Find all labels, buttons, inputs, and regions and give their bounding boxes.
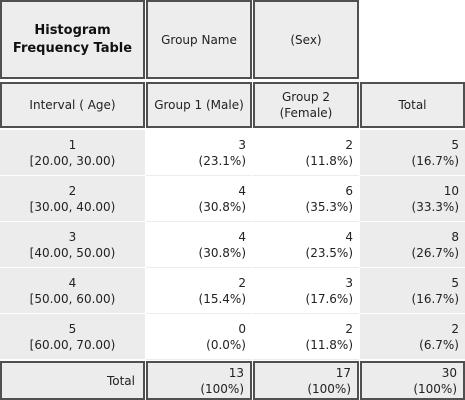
total-count: 5 [451,137,459,152]
total-count: 2 [451,321,459,336]
footer-total-count: 30 [441,365,457,380]
footer-group2-cell: 17 (100%) [253,361,359,400]
interval-index: 2 [68,183,77,198]
footer-group1-percent: (100%) [200,381,244,396]
group1-cell: 4 (30.8%) [146,222,252,268]
footer-group1-cell: 13 (100%) [146,361,252,400]
group2-column-header: Group 2 (Female) [253,82,359,128]
group-name-value: (Sex) [290,32,322,47]
interval-cell: 2 [30.00, 40.00) [0,176,145,222]
group1-percent: (30.8%) [198,245,246,260]
footer-total-label-cell: Total [0,361,145,400]
total-count: 8 [451,229,459,244]
group1-count: 3 [238,137,246,152]
group2-percent: (11.8%) [305,153,353,168]
interval-cell: 4 [50.00, 60.00) [0,268,145,314]
group2-count: 2 [345,321,353,336]
total-count: 5 [451,275,459,290]
group1-column-header: Group 1 (Male) [146,82,252,128]
group2-cell: 3 (17.6%) [253,268,359,314]
group2-count: 4 [345,229,353,244]
total-column-label: Total [398,98,427,112]
total-cell: 8 (26.7%) [360,222,465,268]
total-count: 10 [443,183,459,198]
group1-percent: (15.4%) [198,291,246,306]
group1-percent: (30.8%) [198,199,246,214]
total-percent: (26.7%) [411,245,459,260]
interval-range: [60.00, 70.00) [29,337,116,352]
group-name-label: Group Name [161,32,237,47]
table-title-cell: Histogram Frequency Table [0,0,145,79]
interval-index: 5 [68,321,77,336]
total-cell: 10 (33.3%) [360,176,465,222]
group1-cell: 3 (23.1%) [146,130,252,176]
group2-column-label-line1: Group 2 [282,90,330,104]
group1-percent: (0.0%) [206,337,246,352]
footer-group2-percent: (100%) [307,381,351,396]
group1-count: 0 [238,321,246,336]
group-name-value-cell: (Sex) [253,0,359,79]
group2-percent: (11.8%) [305,337,353,352]
group1-count: 4 [238,183,246,198]
interval-index: 3 [68,229,77,244]
footer-group2-count: 17 [335,365,351,380]
total-cell: 5 (16.7%) [360,130,465,176]
group2-cell: 2 (11.8%) [253,130,359,176]
interval-column-header: Interval ( Age) [0,82,145,128]
interval-range: [50.00, 60.00) [29,291,116,306]
interval-range: [40.00, 50.00) [29,245,116,260]
total-percent: (33.3%) [411,199,459,214]
group2-cell: 4 (23.5%) [253,222,359,268]
total-cell: 2 (6.7%) [360,314,465,360]
interval-index: 4 [68,275,77,290]
group2-column-label-line2: (Female) [279,106,333,120]
total-percent: (16.7%) [411,153,459,168]
footer-total-percent: (100%) [413,381,457,396]
group1-count: 4 [238,229,246,244]
group2-count: 2 [345,137,353,152]
total-cell: 5 (16.7%) [360,268,465,314]
total-percent: (6.7%) [419,337,459,352]
interval-column-label: Interval ( Age) [29,98,116,112]
total-column-header: Total [360,82,465,128]
table-title-line1: Histogram [34,22,111,38]
group2-count: 3 [345,275,353,290]
interval-cell: 3 [40.00, 50.00) [0,222,145,268]
group2-percent: (17.6%) [305,291,353,306]
group2-count: 6 [345,183,353,198]
group1-count: 2 [238,275,246,290]
interval-index: 1 [68,137,77,152]
total-percent: (16.7%) [411,291,459,306]
group2-percent: (35.3%) [305,199,353,214]
group2-cell: 6 (35.3%) [253,176,359,222]
group2-cell: 2 (11.8%) [253,314,359,360]
interval-cell: 5 [60.00, 70.00) [0,314,145,360]
group-name-label-cell: Group Name [146,0,252,79]
footer-group1-count: 13 [228,365,244,380]
interval-cell: 1 [20.00, 30.00) [0,130,145,176]
group2-percent: (23.5%) [305,245,353,260]
interval-range: [20.00, 30.00) [29,153,116,168]
interval-range: [30.00, 40.00) [29,199,116,214]
footer-total-label: Total [106,373,135,388]
group1-cell: 2 (15.4%) [146,268,252,314]
group1-percent: (23.1%) [198,153,246,168]
group1-column-label: Group 1 (Male) [154,98,244,112]
group1-cell: 4 (30.8%) [146,176,252,222]
group1-cell: 0 (0.0%) [146,314,252,360]
footer-total-cell: 30 (100%) [360,361,465,400]
table-title-line2: Frequency Table [12,40,133,56]
